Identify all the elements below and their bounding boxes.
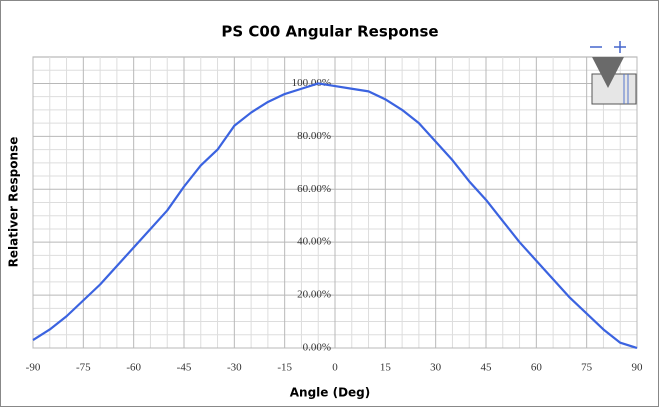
x-tick-label: 90 xyxy=(632,362,644,374)
x-tick-label: -30 xyxy=(227,362,242,374)
x-tick-label: 15 xyxy=(380,362,392,374)
y-tick-label: 60.00% xyxy=(297,183,331,195)
y-tick-label: 100.00% xyxy=(292,77,331,89)
y-tick-label: 0.00% xyxy=(303,342,331,354)
x-tick-label: -15 xyxy=(277,362,292,374)
x-tick-label: 30 xyxy=(430,362,442,374)
data-line xyxy=(32,82,638,350)
chart-title: PS C00 Angular Response xyxy=(221,23,438,41)
x-tick-label: 75 xyxy=(581,362,593,374)
x-axis-label: Angle (Deg) xyxy=(290,386,371,400)
x-tick-label: 45 xyxy=(481,362,493,374)
x-tick-label: 60 xyxy=(531,362,543,374)
grid: -90 -75 -60 -45 -30 -15 0 15 30 45 60 75 90 0.00% 20.0… xyxy=(26,56,644,374)
inset-icon xyxy=(590,41,637,105)
x-tick-label: 0 xyxy=(332,362,338,374)
x-tick-label: -75 xyxy=(76,362,91,374)
y-tick-label: 20.00% xyxy=(297,289,331,301)
x-tick-label: -90 xyxy=(26,362,41,374)
y-axis-label: Relativer Response xyxy=(7,137,21,268)
inset-triangle xyxy=(592,57,624,88)
y-tick-label: 40.00% xyxy=(297,236,331,248)
y-tick-label: 80.00% xyxy=(297,130,331,142)
inset-box xyxy=(591,73,637,105)
x-tick-label: -60 xyxy=(126,362,141,374)
x-tick-label: -45 xyxy=(177,362,192,374)
marks xyxy=(32,82,638,350)
